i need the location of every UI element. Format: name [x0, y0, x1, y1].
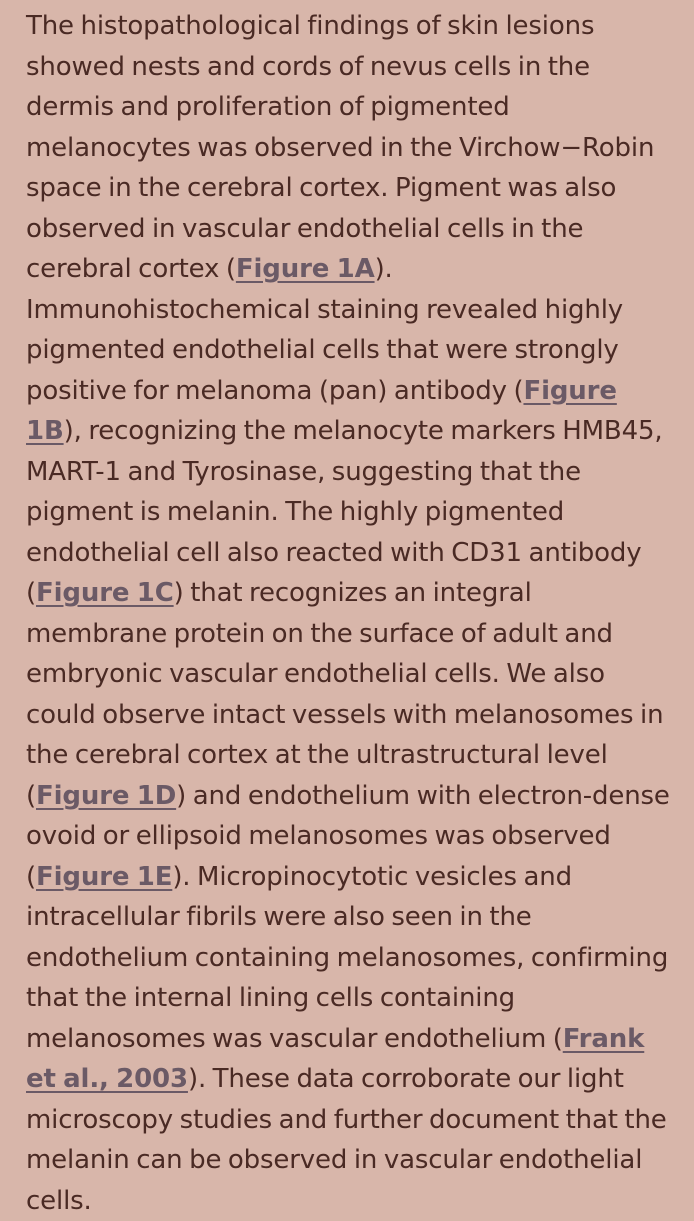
paragraph-text: ). These data corroborate our light micr… [26, 1064, 667, 1216]
paragraph-text: ) and endothelium with electron-dense ov… [26, 780, 670, 892]
paragraph-text: The histopathological findings of skin l… [26, 11, 655, 284]
article-paragraph: The histopathological findings of skin l… [26, 6, 676, 1221]
frank-2003-citation-link[interactable]: Frank et al., 2003 [26, 1023, 645, 1095]
figure-1d-link[interactable]: Figure 1D [36, 780, 177, 811]
paragraph-text: ), recognizing the melanocyte markers HM… [26, 416, 663, 608]
paragraph-text: ). Micropinocytotic vesicles and intrace… [26, 861, 669, 1054]
figure-1c-link[interactable]: Figure 1C [36, 578, 174, 608]
figure-1b-link[interactable]: Figure 1B [26, 375, 617, 447]
figure-1a-link[interactable]: Figure 1A [235, 254, 375, 284]
figure-1e-link[interactable]: Figure 1E [36, 861, 173, 892]
paragraph-text: ). Immunohistochemical staining revealed… [26, 254, 624, 406]
paragraph-text: ) that recognizes an integral membrane p… [26, 578, 664, 811]
